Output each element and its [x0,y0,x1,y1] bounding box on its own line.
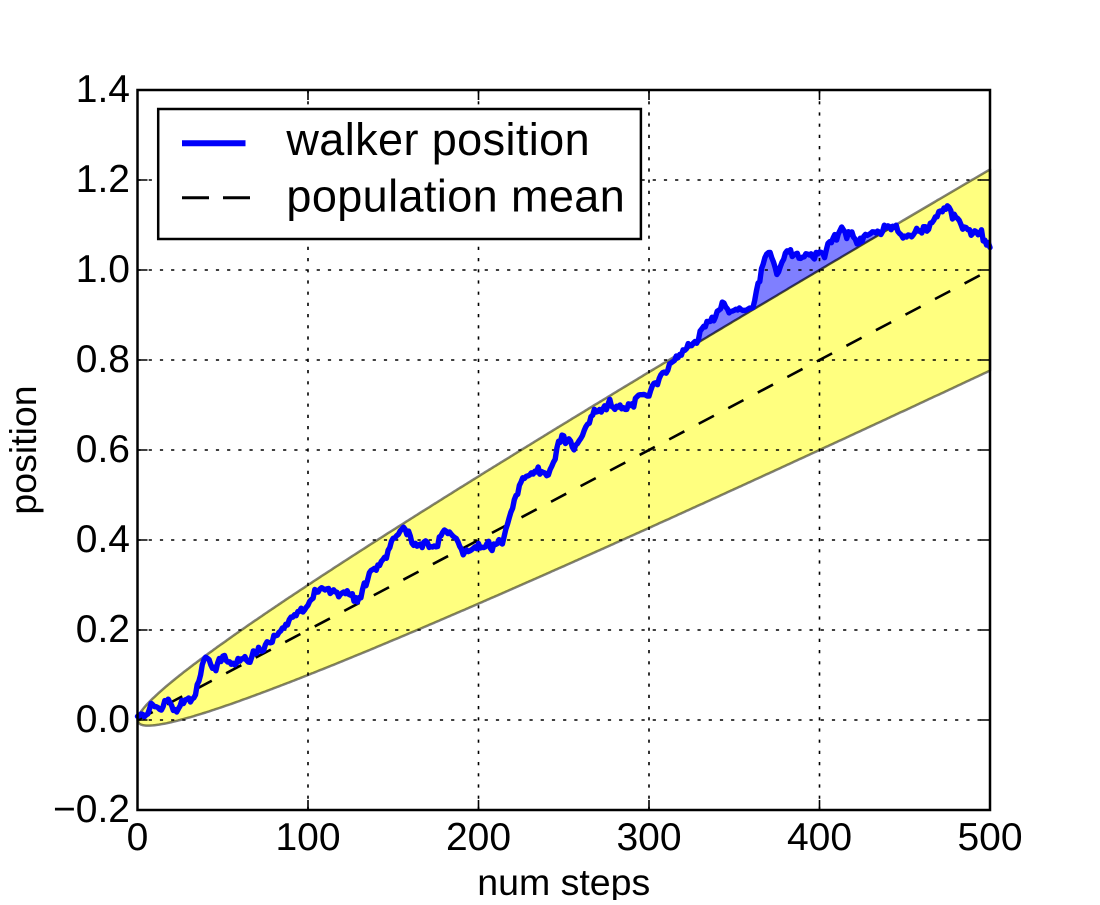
svg-text:300: 300 [616,816,681,859]
svg-text:1.0: 1.0 [76,248,130,291]
svg-text:position: position [2,385,44,514]
svg-text:population mean: population mean [286,170,625,221]
svg-text:0.0: 0.0 [76,698,130,741]
svg-text:num steps: num steps [477,861,650,900]
svg-text:0.8: 0.8 [76,338,130,381]
svg-text:200: 200 [446,816,511,859]
svg-text:1.2: 1.2 [76,158,130,201]
svg-text:0.4: 0.4 [76,518,130,561]
svg-text:1.4: 1.4 [76,68,130,111]
svg-text:−0.2: −0.2 [53,788,130,831]
svg-text:walker position: walker position [285,114,590,165]
svg-text:400: 400 [787,816,852,859]
svg-text:0.2: 0.2 [76,608,130,651]
svg-text:100: 100 [275,816,340,859]
svg-text:500: 500 [957,816,1022,859]
svg-text:0.6: 0.6 [76,428,130,471]
svg-text:0: 0 [127,816,149,859]
